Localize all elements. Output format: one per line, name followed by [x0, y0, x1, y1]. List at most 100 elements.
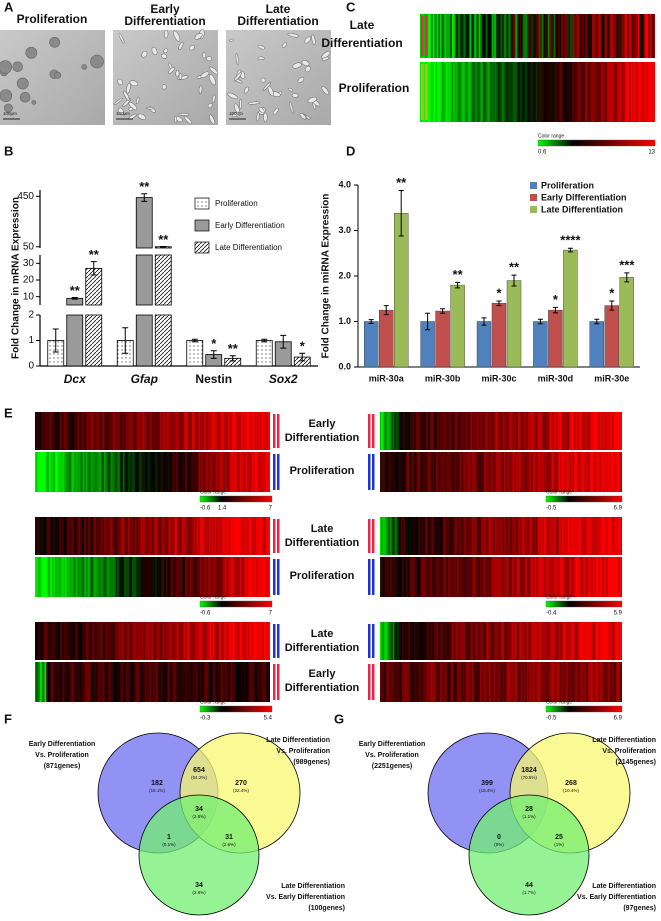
color-range-bar	[199, 495, 273, 503]
venn-count: 182	[151, 780, 163, 787]
cell	[212, 94, 216, 103]
significance: ****	[560, 233, 581, 248]
color-range-label: 1.4	[218, 506, 227, 512]
color-range-title: Color range	[546, 699, 572, 705]
row-label: Differentiation	[285, 682, 360, 694]
group-bar	[273, 624, 276, 658]
heatmap-row	[380, 557, 622, 597]
cell-sphere	[49, 36, 60, 48]
cell	[161, 53, 168, 59]
bar	[589, 321, 604, 368]
heatmap-row	[380, 662, 622, 702]
panel-letter: B	[4, 143, 13, 158]
row-label: Differentiation	[321, 36, 402, 50]
cell	[227, 92, 239, 100]
cell-sphere	[54, 71, 62, 79]
error-bar	[191, 338, 198, 343]
cell	[141, 51, 148, 58]
cell	[287, 87, 293, 92]
cell	[321, 51, 331, 59]
error-bar	[160, 245, 167, 248]
venn-set-label: Early Differentiation	[359, 741, 426, 748]
venn-set-label: Vs. Early Differentiation	[266, 894, 345, 901]
bar	[604, 305, 619, 368]
error-bar	[52, 328, 59, 353]
color-range-title: Color range	[200, 594, 226, 600]
scale-bar-label: 100μm	[229, 111, 243, 116]
row-label: Differentiation	[285, 642, 360, 654]
venn-percent: (0.1%)	[162, 842, 176, 847]
row-label: Late	[350, 18, 375, 32]
y-tick-label: 1.0	[338, 316, 351, 326]
venn-set-label: (2145genes)	[616, 759, 656, 766]
venn-set-label: Late Differentiation	[592, 883, 656, 890]
row-label: Early	[309, 418, 337, 430]
significance: **	[453, 267, 464, 282]
cell	[123, 90, 130, 101]
venn-percent: (1.1%)	[522, 814, 536, 819]
legend-label: Proliferation	[541, 180, 594, 190]
cell	[178, 113, 190, 116]
row-label: Proliferation	[290, 570, 355, 582]
cell-sphere	[81, 64, 87, 70]
cell	[263, 112, 268, 122]
x-tick-label: miR-30c	[481, 373, 516, 383]
color-range-bar	[199, 705, 273, 713]
significance: **	[89, 247, 100, 262]
row-label: Differentiation	[285, 432, 360, 444]
image-label: Early	[150, 2, 180, 16]
color-range-label: -0.5	[546, 716, 557, 722]
bar	[476, 321, 492, 368]
venn-count: 25	[555, 834, 563, 841]
row-label: Early	[309, 668, 337, 680]
venn-percent: (15.4%)	[479, 788, 495, 793]
scale-bar-label: 100μm	[3, 111, 17, 116]
venn-count: 44	[525, 882, 533, 889]
venn-percent: (54.2%)	[191, 775, 207, 780]
error-bar	[280, 334, 287, 349]
cell	[146, 106, 154, 110]
significance: *	[553, 292, 559, 307]
legend-label: Late Differentiation	[215, 243, 282, 252]
cell	[209, 114, 215, 125]
y-axis-label: Fold Change in mRNA Expression	[11, 197, 22, 359]
group-bar	[421, 16, 424, 56]
color-range-title: Color range	[200, 699, 226, 705]
heatmap-row	[35, 557, 270, 597]
venn-set	[138, 794, 260, 916]
cell	[151, 46, 158, 56]
y-tick-label: 2.0	[338, 270, 351, 280]
venn-percent: (2.8%)	[192, 814, 206, 819]
venn-set-label: Vs. Proliferation	[35, 752, 89, 759]
cell	[209, 66, 219, 75]
cell	[307, 96, 318, 104]
cell	[194, 33, 203, 40]
error-bar	[71, 297, 78, 300]
cell	[173, 30, 181, 42]
venn-set-label: (100genes)	[308, 905, 345, 912]
venn-count: 1824	[521, 767, 537, 774]
legend-swatch	[530, 194, 537, 201]
bar	[533, 321, 548, 368]
significance: **	[509, 260, 520, 275]
error-bar	[440, 308, 446, 314]
cell	[175, 70, 180, 77]
bar	[435, 310, 450, 368]
cell	[321, 86, 329, 95]
group-bar	[277, 559, 280, 595]
y-axis-label: Fold Change in miRNA Expression	[321, 194, 332, 359]
venn-count: 34	[195, 882, 203, 889]
legend-label: Proliferation	[215, 199, 258, 208]
significance: *	[211, 336, 217, 351]
heatmap-row	[35, 452, 270, 492]
color-range-label: 7	[269, 611, 273, 617]
bar	[255, 340, 273, 367]
heatmap-row	[35, 662, 270, 702]
color-range-title: Color range	[200, 489, 226, 495]
venn-count: 268	[565, 780, 577, 787]
venn-percent: (1%)	[554, 842, 564, 847]
cell	[304, 36, 311, 44]
venn-count: 1	[167, 834, 171, 841]
error-bar	[122, 327, 129, 354]
cell	[189, 44, 195, 51]
